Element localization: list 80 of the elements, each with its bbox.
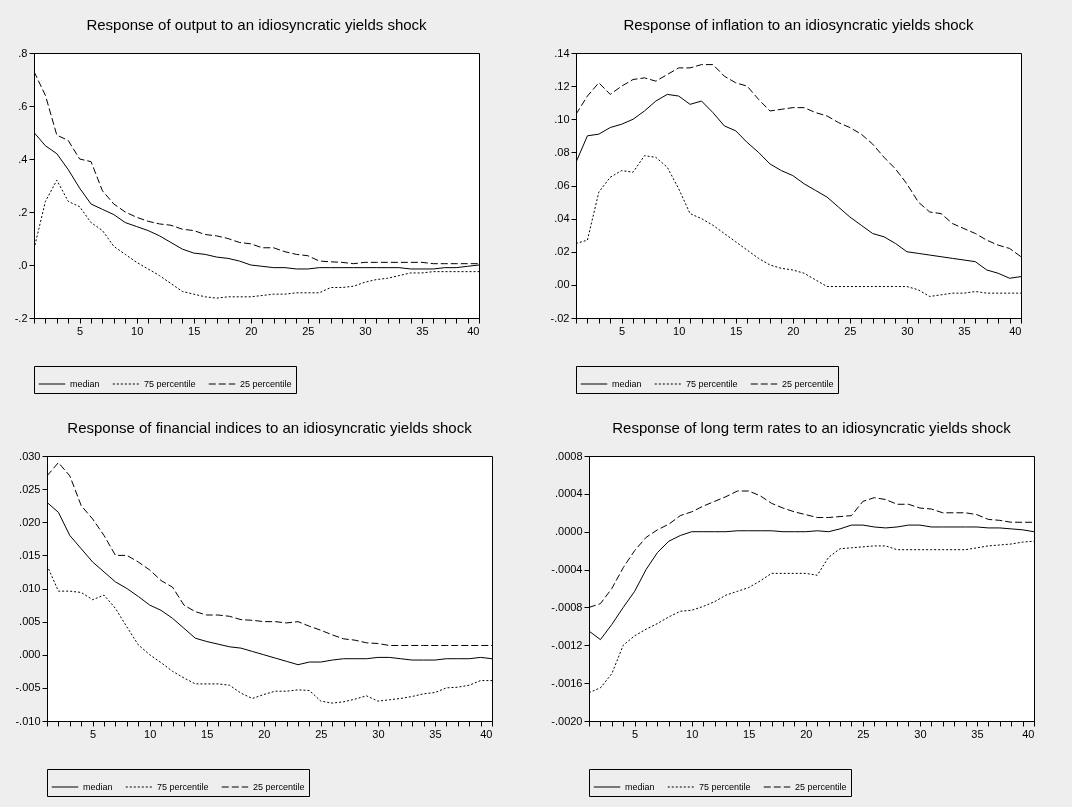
x-tick-label: 20 — [800, 727, 813, 740]
x-tick-label: 40 — [480, 727, 493, 740]
legend-label: median — [625, 782, 655, 792]
y-tick-label: .0008 — [554, 449, 583, 462]
y-tick-label: .015 — [19, 548, 41, 561]
x-tick-label: 30 — [901, 324, 914, 337]
y-tick-label: -.0004 — [551, 563, 583, 576]
chart-title: Response of output to an idiosyncratic yields shock — [86, 16, 428, 33]
y-tick-label: .020 — [19, 515, 41, 528]
x-tick-label: 5 — [77, 324, 84, 337]
y-tick-label: .06 — [554, 179, 570, 191]
y-tick-label: .000 — [19, 648, 41, 661]
y-tick-label: .08 — [554, 145, 570, 158]
x-tick-label: 20 — [787, 324, 800, 337]
x-tick-label: 5 — [632, 727, 639, 740]
x-tick-label: 15 — [730, 324, 743, 337]
legend-label: 25 percentile — [795, 782, 847, 792]
legend-label: 75 percentile — [157, 782, 209, 792]
y-tick-label: .2 — [18, 205, 28, 218]
y-tick-label: .6 — [18, 99, 28, 112]
y-tick-label: .0 — [18, 258, 28, 271]
x-tick-label: 35 — [958, 324, 971, 337]
x-tick-label: 40 — [467, 324, 480, 337]
x-tick-label: 10 — [673, 324, 686, 337]
x-tick-label: 25 — [302, 324, 315, 337]
y-tick-label: -.0016 — [551, 676, 583, 689]
y-tick-label: -.0012 — [551, 638, 583, 651]
y-tick-label: .005 — [19, 615, 41, 628]
x-tick-label: 20 — [258, 727, 271, 740]
y-tick-label: -.010 — [15, 714, 41, 727]
legend-label: 75 percentile — [144, 379, 196, 389]
legend-label: median — [83, 782, 113, 792]
y-tick-label: .12 — [554, 79, 570, 92]
legend-label: 25 percentile — [240, 379, 292, 389]
x-tick-label: 10 — [686, 727, 699, 740]
legend-label: 25 percentile — [782, 379, 834, 389]
x-tick-label: 25 — [844, 324, 857, 337]
x-tick-label: 30 — [359, 324, 372, 337]
y-tick-label: .010 — [19, 582, 41, 594]
x-tick-label: 5 — [619, 324, 626, 337]
x-tick-label: 15 — [188, 324, 201, 337]
x-tick-label: 15 — [201, 727, 214, 740]
y-tick-label: .025 — [19, 482, 41, 495]
legend-label: 75 percentile — [686, 379, 738, 389]
x-tick-label: 10 — [144, 727, 157, 740]
x-tick-label: 35 — [416, 324, 429, 337]
legend-label: 75 percentile — [699, 782, 751, 792]
legend-label: median — [70, 379, 100, 389]
y-tick-label: -.0008 — [551, 600, 583, 613]
legend-label: median — [612, 379, 642, 389]
x-tick-label: 40 — [1009, 324, 1022, 337]
x-tick-label: 25 — [857, 727, 870, 740]
x-tick-label: 40 — [1022, 727, 1035, 740]
y-tick-label: .14 — [554, 46, 570, 59]
chart-title: Response of inflation to an idiosyncratic yields shock — [623, 16, 975, 33]
x-tick-label: 25 — [315, 727, 328, 740]
y-tick-label: .00 — [554, 278, 570, 291]
y-tick-label: .04 — [554, 212, 570, 225]
y-tick-label: -.2 — [14, 311, 28, 324]
y-tick-label: -.0020 — [551, 714, 583, 727]
y-tick-label: .0000 — [554, 525, 583, 538]
chart-title: Response of long term rates to an idiosyncratic yields shock — [612, 419, 1012, 436]
chart-title: Response of financial indices to an idiosyncratic yields shock — [67, 419, 473, 436]
x-tick-label: 35 — [971, 727, 984, 740]
x-tick-label: 10 — [131, 324, 144, 337]
x-tick-label: 30 — [914, 727, 927, 740]
y-tick-label: .0004 — [554, 487, 583, 500]
y-tick-label: .4 — [18, 152, 28, 165]
legend-label: 25 percentile — [253, 782, 305, 792]
y-tick-label: -.02 — [550, 311, 570, 324]
x-tick-label: 35 — [429, 727, 442, 740]
y-tick-label: .8 — [18, 46, 28, 59]
y-tick-label: .030 — [19, 449, 41, 462]
x-tick-label: 5 — [90, 727, 97, 740]
y-tick-label: .02 — [554, 245, 570, 258]
x-tick-label: 30 — [372, 727, 385, 740]
x-tick-label: 15 — [743, 727, 756, 740]
y-tick-label: .10 — [554, 112, 570, 125]
x-tick-label: 20 — [245, 324, 258, 337]
y-tick-label: -.005 — [15, 681, 41, 694]
